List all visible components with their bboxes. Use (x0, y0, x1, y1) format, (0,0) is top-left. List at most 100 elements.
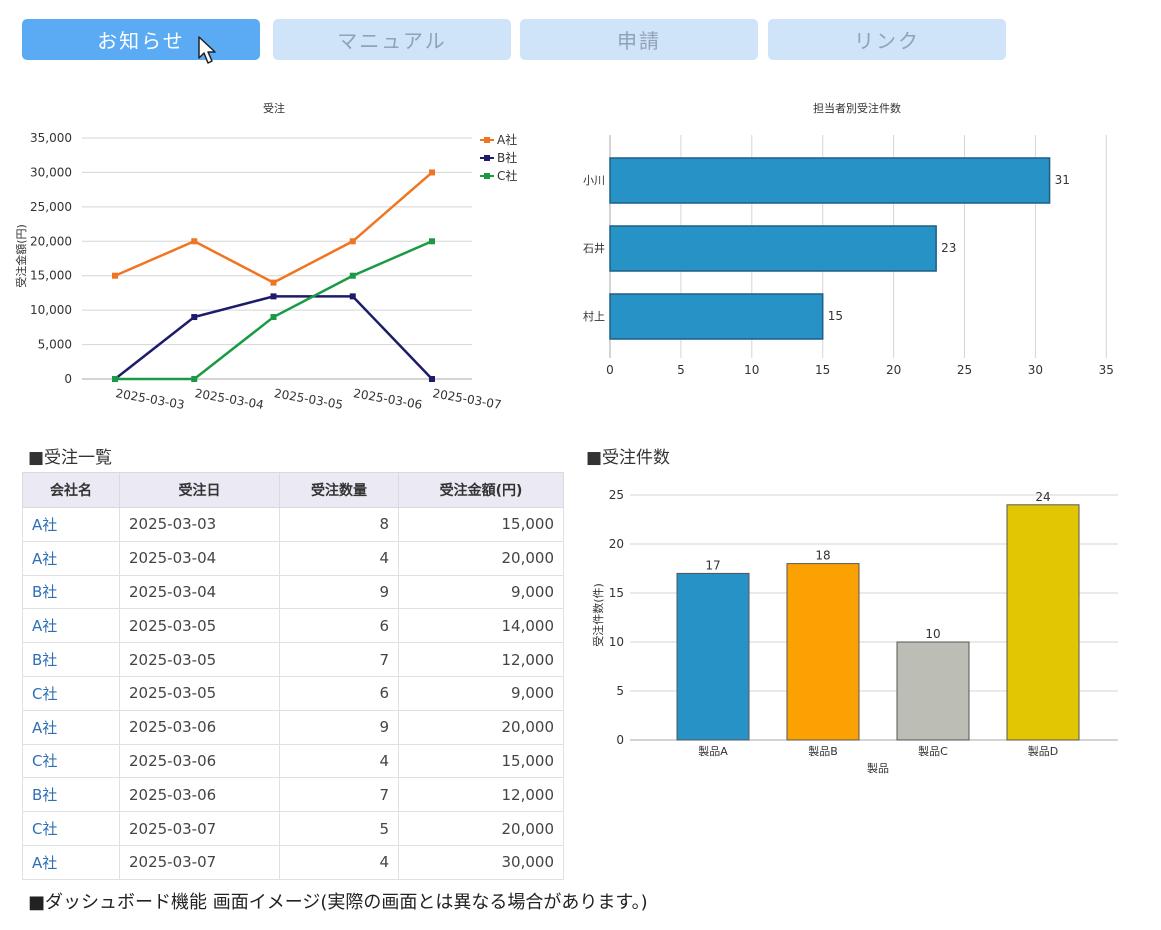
table-row: C社 2025-03-07 5 20,000 (22, 811, 564, 846)
x-tick-label: 2025-03-07 (431, 386, 502, 412)
cell-company[interactable]: A社 (22, 608, 120, 644)
y-tick-label: 25 (609, 488, 624, 502)
cell-date: 2025-03-05 (119, 608, 280, 644)
cell-quantity: 4 (279, 540, 399, 576)
bar (609, 225, 937, 272)
x-tick-label: 2025-03-06 (352, 386, 423, 412)
order-list-title: ■受注一覧 (28, 448, 113, 468)
x-tick-label: 2025-03-04 (194, 386, 265, 412)
data-label: 24 (1035, 490, 1050, 504)
cell-company[interactable]: A社 (22, 507, 120, 542)
y-tick-label: 5,000 (38, 338, 72, 352)
cell-company[interactable]: A社 (22, 844, 120, 880)
category-label: 製品B (808, 744, 838, 758)
series-line (114, 171, 433, 285)
cell-company[interactable]: C社 (22, 675, 120, 711)
y-tick-label: 15,000 (30, 269, 72, 283)
legend-label: A社 (497, 132, 517, 147)
cell-quantity: 8 (279, 507, 399, 542)
data-point (349, 238, 356, 245)
cell-company[interactable]: C社 (22, 743, 120, 779)
line-chart-ylabel: 受注金額(円) (14, 224, 28, 288)
cell-company[interactable]: A社 (22, 709, 120, 745)
data-point (112, 272, 118, 279)
data-point (191, 314, 198, 321)
cell-amount: 12,000 (398, 642, 564, 677)
table-row: A社 2025-03-06 9 20,000 (22, 709, 564, 745)
category-label: 石井 (583, 241, 605, 255)
cell-amount: 20,000 (398, 540, 564, 576)
bar (786, 563, 860, 741)
data-point (429, 376, 435, 382)
y-tick-label: 0 (616, 733, 624, 747)
y-tick-label: 10,000 (30, 303, 72, 317)
cell-quantity: 5 (279, 811, 399, 846)
tab-manual[interactable]: マニュアル (273, 19, 511, 60)
order-count-title: ■受注件数 (586, 448, 671, 468)
series-line (114, 295, 433, 380)
y-tick-label: 0 (64, 372, 72, 386)
category-label: 製品A (698, 744, 728, 758)
bar (609, 293, 824, 340)
table-row: C社 2025-03-06 4 15,000 (22, 743, 564, 779)
order-line-chart: 受注 受注金額(円) 0 5,000 10,000 15,000 20,000 25,00… (14, 101, 517, 412)
data-point (270, 314, 277, 321)
data-point (429, 169, 435, 176)
cell-amount: 20,000 (398, 709, 564, 745)
x-tick-label: 10 (744, 363, 759, 377)
category-label: 製品C (918, 744, 948, 758)
tab-notice[interactable]: お知らせ (22, 19, 260, 60)
y-tick-label: 25,000 (30, 200, 72, 214)
table-row: A社 2025-03-05 6 14,000 (22, 608, 564, 644)
legend-label: C社 (497, 168, 517, 183)
data-point (270, 293, 277, 300)
x-tick-label: 20 (886, 363, 901, 377)
tab-links[interactable]: リンク (768, 19, 1006, 60)
cell-company[interactable]: C社 (22, 811, 120, 846)
cell-company[interactable]: B社 (22, 642, 120, 677)
legend-marker (484, 155, 490, 161)
x-tick-label: 25 (957, 363, 972, 377)
cell-date: 2025-03-04 (119, 574, 280, 610)
cell-date: 2025-03-06 (119, 709, 280, 745)
cell-date: 2025-03-03 (119, 507, 280, 542)
cell-date: 2025-03-05 (119, 675, 280, 711)
product-bar-chart: 受注件数(件) 製品 0 5 10 15 20 25 17 製品A 18 製品B 10 製品C 24 製… (591, 488, 1118, 775)
cell-company[interactable]: A社 (22, 540, 120, 576)
x-tick-label: 2025-03-05 (273, 386, 344, 412)
cell-amount: 12,000 (398, 777, 564, 813)
bar (609, 157, 1051, 204)
cell-date: 2025-03-07 (119, 811, 280, 846)
product-chart-xlabel: 製品 (867, 761, 889, 775)
data-label: 10 (925, 627, 940, 641)
line-chart-title: 受注 (263, 101, 285, 115)
cell-amount: 9,000 (398, 574, 564, 610)
data-point (191, 376, 198, 382)
category-label: 村上 (583, 309, 605, 323)
header-quantity: 受注数量 (279, 472, 399, 508)
order-table: 会社名 受注日 受注数量 受注金額(円) A社 2025-03-03 8 15,000… (22, 472, 564, 880)
data-label: 17 (705, 558, 720, 572)
data-point (349, 293, 356, 300)
category-label: 小川 (583, 174, 605, 187)
cell-company[interactable]: B社 (22, 777, 120, 813)
cell-date: 2025-03-05 (119, 642, 280, 677)
bar (676, 572, 750, 741)
legend-marker (484, 173, 490, 179)
cell-quantity: 6 (279, 608, 399, 644)
y-tick-label: 20,000 (30, 234, 72, 248)
cell-date: 2025-03-06 (119, 743, 280, 779)
cell-amount: 20,000 (398, 811, 564, 846)
table-row: A社 2025-03-04 4 20,000 (22, 540, 564, 576)
tab-application[interactable]: 申請 (520, 19, 758, 60)
cell-amount: 30,000 (398, 844, 564, 880)
y-tick-label: 5 (616, 684, 624, 698)
cell-company[interactable]: B社 (22, 574, 120, 610)
bar (896, 641, 970, 741)
data-label: 15 (828, 309, 843, 323)
y-tick-label: 30,000 (30, 165, 72, 179)
legend-marker (484, 137, 490, 143)
header-company: 会社名 (22, 472, 120, 508)
data-point (270, 279, 277, 286)
